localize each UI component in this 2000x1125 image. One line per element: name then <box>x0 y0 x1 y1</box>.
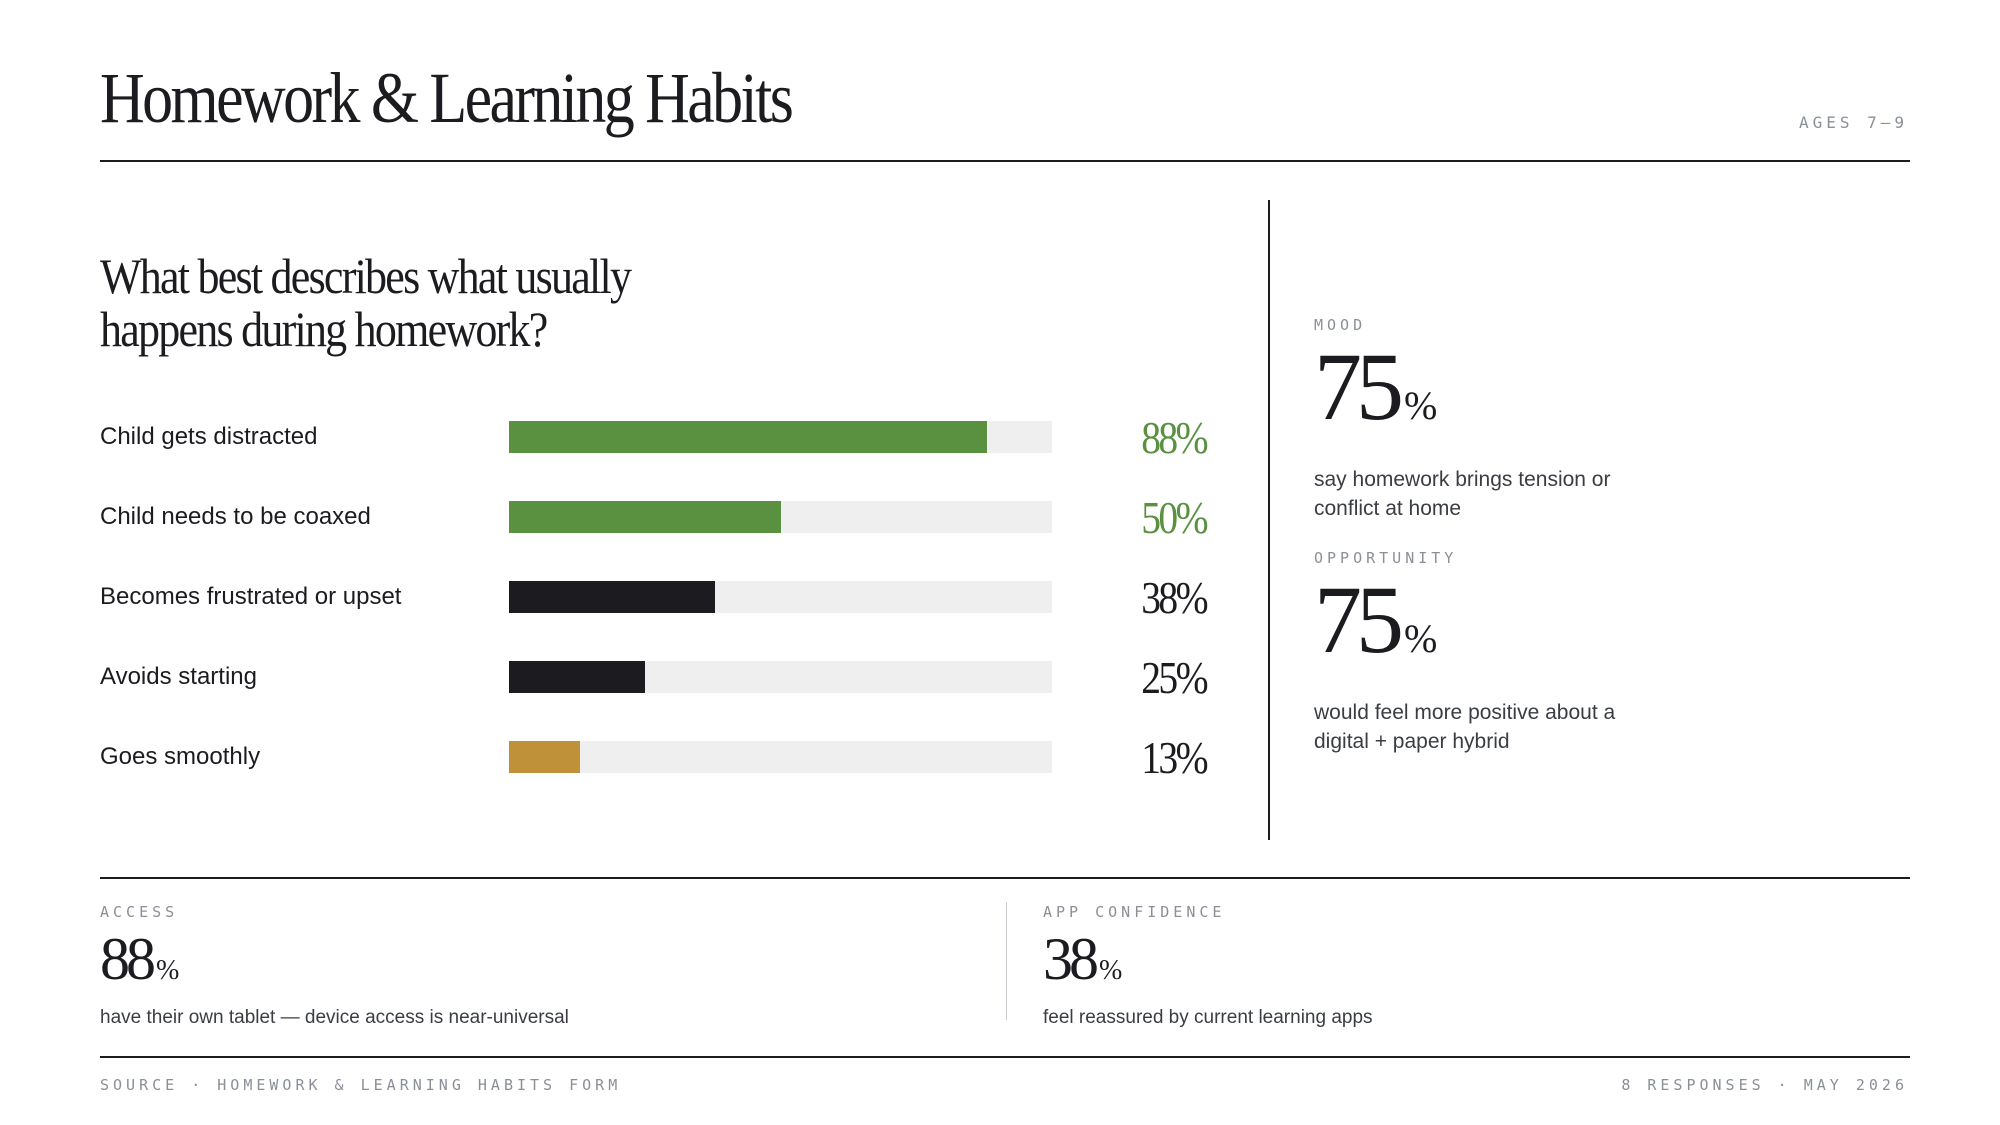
footer-responses: 8 RESPONSES · MAY 2026 <box>1621 1076 1908 1094</box>
footer-divider <box>100 1056 1910 1058</box>
bottom-vertical-divider <box>1006 902 1007 1020</box>
access-unit: % <box>156 955 180 986</box>
bar-track <box>509 741 1052 773</box>
opportunity-description: would feel more positive about a digital… <box>1314 701 1616 753</box>
vertical-divider <box>1268 200 1270 840</box>
app-confidence-unit: % <box>1099 955 1123 986</box>
bar-value-label: 25% <box>1141 652 1208 703</box>
bar-track <box>509 501 1052 533</box>
access-value: 88 <box>100 926 156 992</box>
bar-row: Becomes frustrated or upset 38% <box>100 572 1209 623</box>
bar <box>509 421 987 453</box>
bar <box>509 501 781 533</box>
bar <box>509 661 645 693</box>
bar-label: Goes smoothly <box>100 743 261 770</box>
opportunity-number: 75% <box>1314 572 1734 684</box>
question-heading: What best describes what usually happens… <box>100 248 632 357</box>
opportunity-unit: % <box>1404 616 1438 661</box>
bar <box>509 581 716 613</box>
access-description: have their own tablet — device access is… <box>100 1007 569 1028</box>
opportunity-eyebrow: OPPORTUNITY <box>1314 549 1458 567</box>
bar-track <box>509 581 1052 613</box>
bar-value-label: 13% <box>1141 732 1208 783</box>
bar-track <box>509 661 1052 693</box>
bar-value-label: 50% <box>1141 492 1208 543</box>
app-confidence-value: 38 <box>1043 926 1099 992</box>
bar-row: Goes smoothly 13% <box>100 732 1209 783</box>
footer-source: SOURCE · HOMEWORK & LEARNING HABITS FORM <box>100 1076 622 1094</box>
access-eyebrow: ACCESS <box>100 903 179 921</box>
age-range-tag: AGES 7–9 <box>1798 113 1908 132</box>
page-title: Homework & Learning Habits <box>100 58 794 138</box>
app-confidence-stat: APP CONFIDENCE 38% feel reassured by cur… <box>1043 903 1373 1029</box>
section-divider <box>100 877 1910 879</box>
opportunity-stat: OPPORTUNITY 75% would feel more positive… <box>1314 549 1734 756</box>
bar-row: Child needs to be coaxed 50% <box>100 492 1209 543</box>
bar <box>509 741 580 773</box>
access-stat: ACCESS 88% have their own tablet — devic… <box>100 903 569 1029</box>
mood-stat: MOOD 75% say homework brings tension or … <box>1314 316 1734 523</box>
bar-label: Child needs to be coaxed <box>100 503 371 530</box>
bar-row: Child gets distracted 88% <box>100 412 1209 463</box>
bar-row: Avoids starting 25% <box>100 652 1209 703</box>
bar-label: Child gets distracted <box>100 423 318 450</box>
bar-label: Avoids starting <box>100 663 257 690</box>
access-number: 88% <box>100 927 569 1003</box>
header-divider <box>100 160 1910 162</box>
mood-number: 75% <box>1314 339 1734 451</box>
mood-description: say homework brings tension or conflict … <box>1314 468 1611 520</box>
mood-value: 75 <box>1314 333 1404 440</box>
app-confidence-description: feel reassured by current learning apps <box>1043 1007 1373 1028</box>
bar-track <box>509 421 1052 453</box>
bar-value-label: 88% <box>1141 412 1208 463</box>
bar-label: Becomes frustrated or upset <box>100 583 402 610</box>
mood-unit: % <box>1404 383 1438 428</box>
app-confidence-eyebrow: APP CONFIDENCE <box>1043 903 1226 921</box>
opportunity-value: 75 <box>1314 566 1404 673</box>
bar-value-label: 38% <box>1141 572 1208 623</box>
mood-eyebrow: MOOD <box>1314 316 1367 334</box>
app-confidence-number: 38% <box>1043 927 1373 1003</box>
